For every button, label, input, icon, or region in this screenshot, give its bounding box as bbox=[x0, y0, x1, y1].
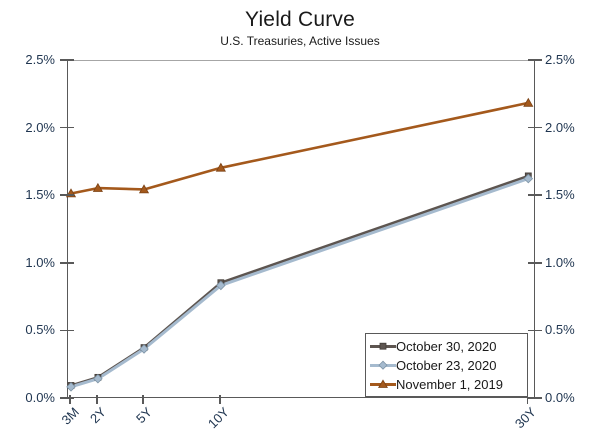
x-axis-label-5y: 5Y bbox=[133, 404, 155, 427]
y-axis-label-right: 0.0% bbox=[545, 390, 575, 405]
y-axis-label-left: 1.5% bbox=[25, 187, 55, 203]
legend-label: October 23, 2020 bbox=[396, 357, 497, 373]
marker-october-23-2020 bbox=[139, 344, 149, 354]
marker-october-23-2020 bbox=[523, 173, 534, 184]
y-tick-left bbox=[60, 397, 74, 399]
x-tick bbox=[526, 395, 529, 404]
y-axis-label-left: 0.5% bbox=[25, 322, 55, 338]
marker-november-1-2019 bbox=[523, 97, 534, 107]
y-axis-label-left: 1.0% bbox=[25, 254, 55, 270]
x-tick bbox=[219, 395, 221, 404]
legend-item: October 30, 2020 bbox=[370, 337, 523, 356]
legend-item: November 1, 2019 bbox=[370, 375, 523, 394]
legend: October 30, 2020 October 23, 2020 November… bbox=[365, 333, 528, 397]
y-axis-label-right: 1.5% bbox=[545, 187, 575, 203]
y-tick-left bbox=[60, 262, 74, 264]
y-tick-left bbox=[60, 329, 74, 332]
x-tick bbox=[96, 395, 98, 404]
y-tick-right bbox=[528, 126, 542, 129]
y-tick-left bbox=[60, 194, 74, 196]
y-tick-left bbox=[60, 126, 74, 129]
marker-november-1-2019 bbox=[138, 184, 150, 194]
y-tick-left bbox=[60, 59, 74, 61]
square-marker-icon bbox=[370, 341, 396, 351]
x-axis-label-30y: 30Y bbox=[512, 404, 540, 432]
x-tick bbox=[142, 395, 144, 404]
y-tick-right bbox=[528, 329, 542, 332]
series-lines bbox=[65, 97, 534, 392]
y-tick-right bbox=[528, 262, 542, 264]
plot-area bbox=[65, 60, 535, 398]
y-axis-label-right: 0.5% bbox=[545, 322, 575, 338]
legend-item: October 23, 2020 bbox=[370, 356, 523, 375]
marker-october-23-2020 bbox=[66, 382, 76, 392]
triangle-marker-icon bbox=[370, 379, 396, 389]
chart-subtitle: U.S. Treasuries, Active Issues bbox=[220, 34, 380, 48]
y-tick-right bbox=[528, 194, 542, 196]
marker-october-23-2020 bbox=[216, 280, 226, 291]
line-november-1-2019 bbox=[70, 101, 529, 195]
marker-november-1-2019 bbox=[215, 162, 226, 172]
diamond-marker-icon bbox=[370, 360, 396, 370]
legend-label: November 1, 2019 bbox=[396, 376, 503, 392]
y-tick-right bbox=[528, 397, 542, 399]
marker-november-1-2019 bbox=[92, 182, 103, 192]
legend-label: October 30, 2020 bbox=[396, 338, 497, 354]
x-axis-label-10y: 10Y bbox=[204, 404, 232, 432]
y-axis-label-left: 2.5% bbox=[25, 52, 55, 67]
y-axis-label-left: 0.0% bbox=[25, 390, 55, 405]
y-axis-label-left: 2.0% bbox=[25, 119, 55, 135]
y-axis-label-right: 2.0% bbox=[545, 119, 575, 135]
y-tick-right bbox=[528, 59, 542, 61]
chart-title: Yield Curve bbox=[245, 8, 355, 31]
marker-october-23-2020 bbox=[93, 373, 103, 384]
y-axis-label-right: 2.5% bbox=[545, 52, 575, 67]
x-tick bbox=[69, 395, 71, 404]
y-axis-label-right: 1.0% bbox=[545, 254, 575, 270]
